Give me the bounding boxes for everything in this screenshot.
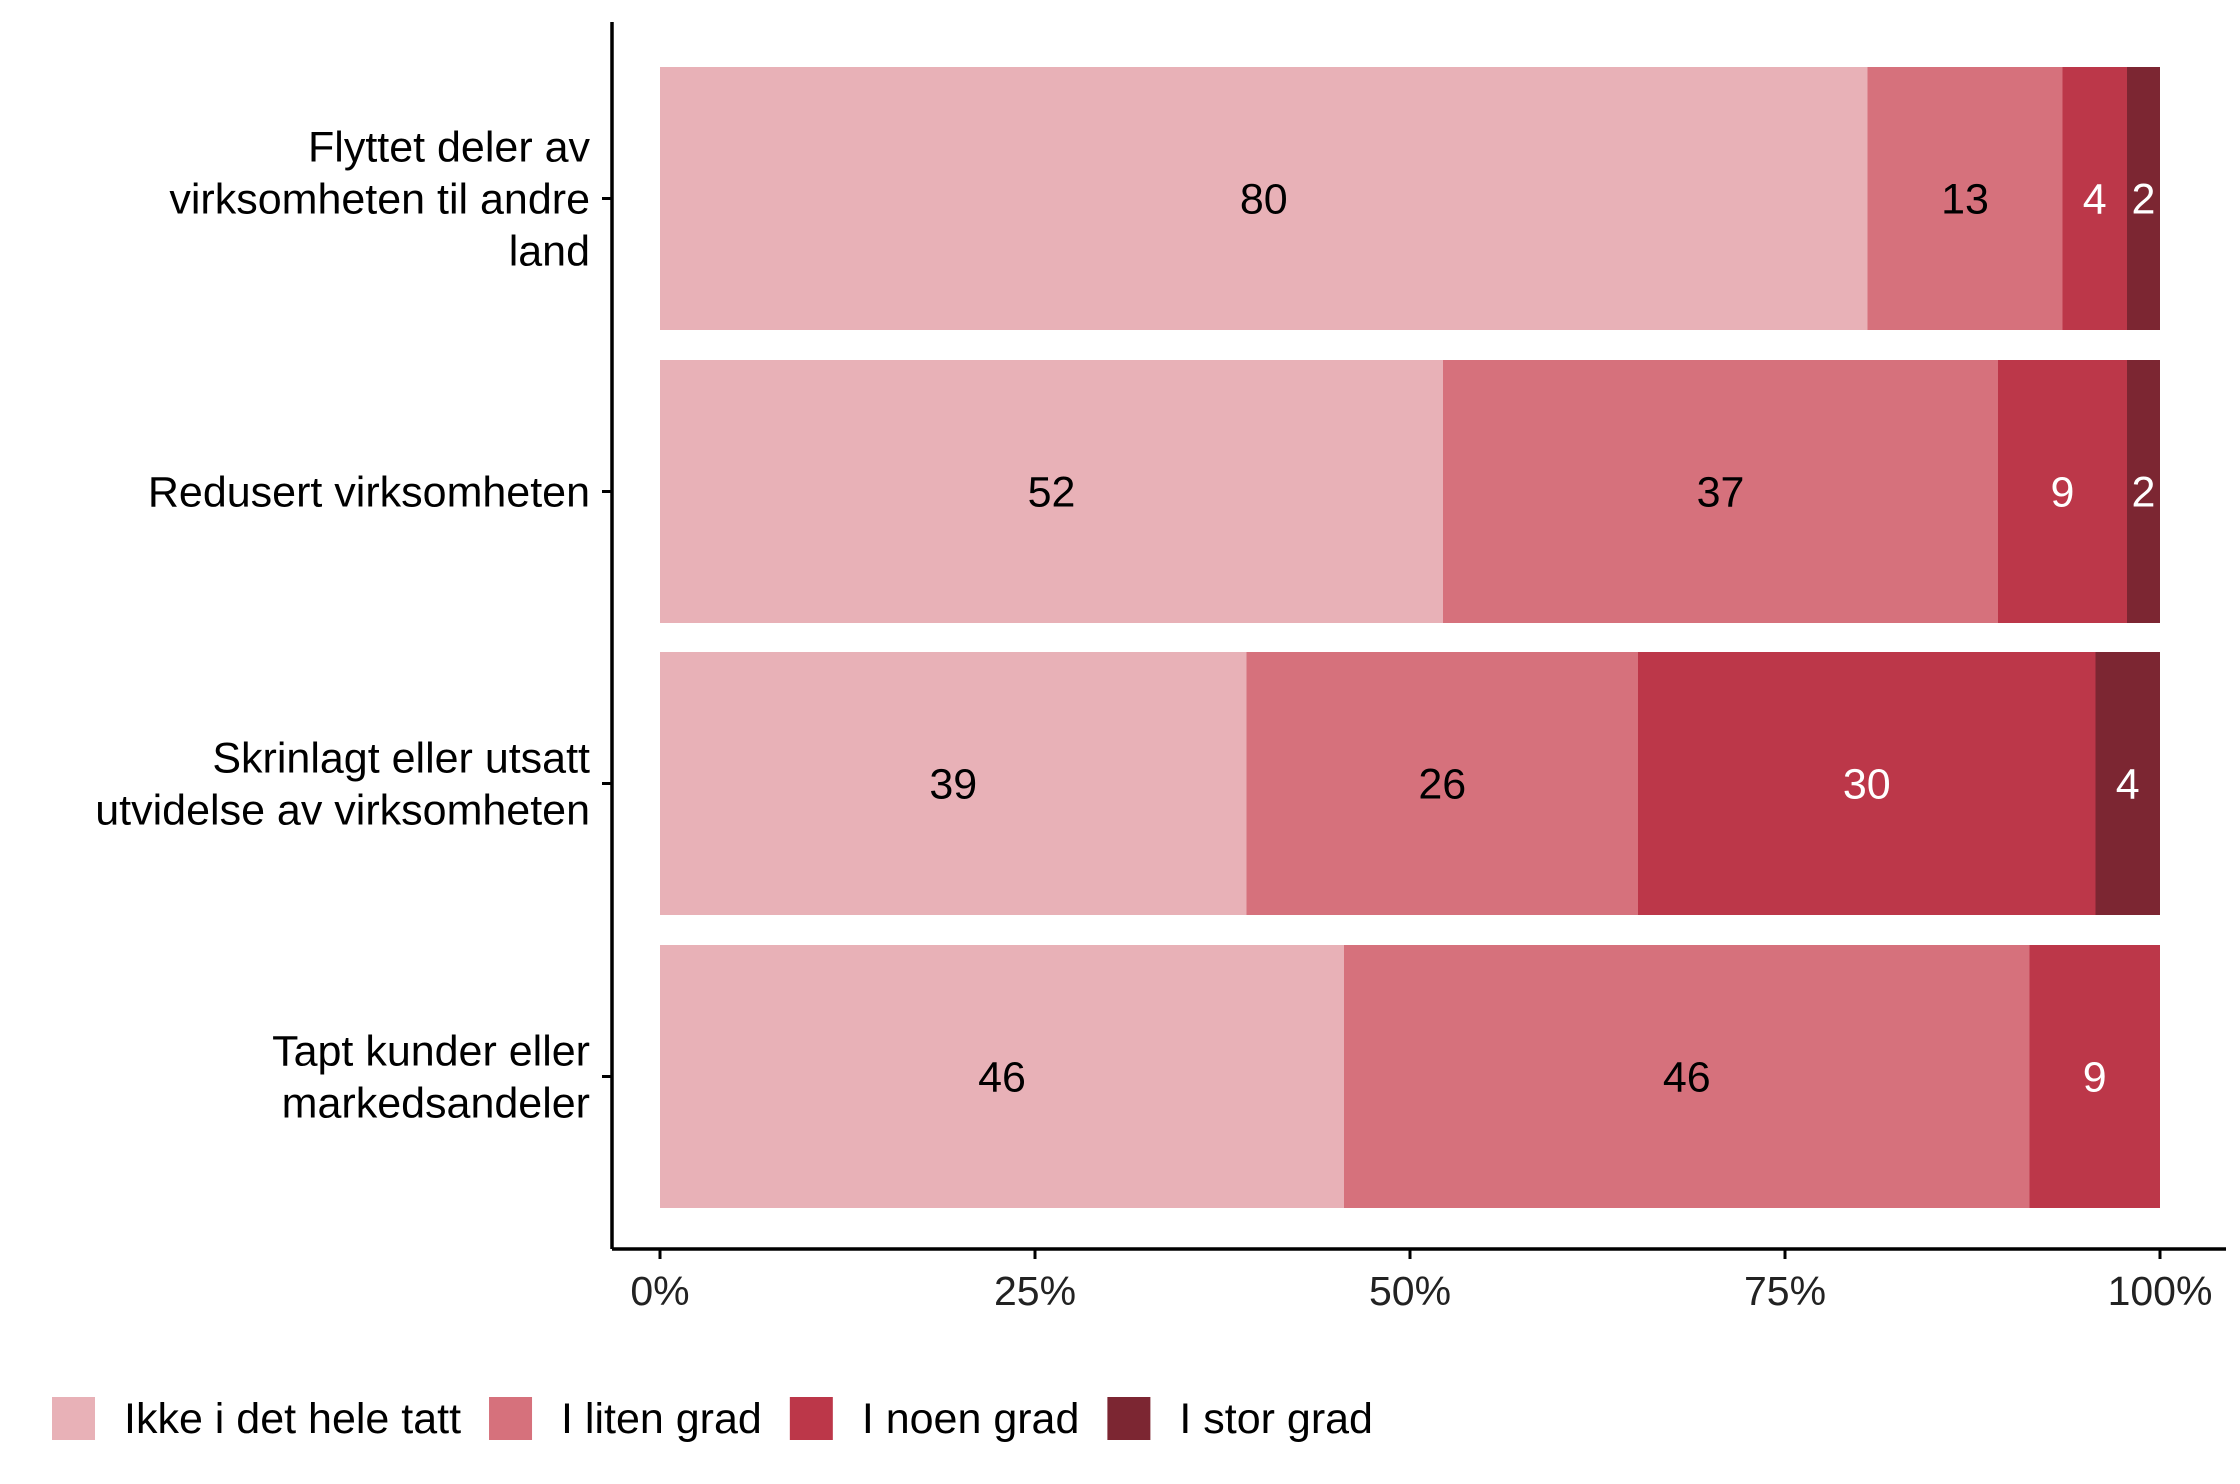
data-label: 2	[2132, 176, 2156, 224]
data-label: 52	[1028, 469, 1076, 517]
x-tick-label: 25%	[994, 1268, 1076, 1314]
x-tick-label: 100%	[2108, 1268, 2213, 1314]
data-label: 26	[1418, 761, 1466, 809]
legend-label: I noen grad	[862, 1395, 1080, 1443]
data-label: 80	[1240, 176, 1288, 224]
data-label: 4	[2083, 176, 2107, 224]
legend-swatch	[52, 1397, 95, 1440]
data-label: 9	[2051, 469, 2075, 517]
bar-segment	[660, 652, 1247, 915]
bar-segment	[1867, 67, 2063, 330]
bar-segment	[660, 945, 1344, 1208]
y-tick-label: land	[509, 228, 590, 276]
y-tick-label: Skrinlagt eller utsatt	[212, 735, 590, 783]
data-label: 39	[929, 761, 977, 809]
bar-segment	[2095, 652, 2160, 915]
y-tick-label: virksomheten til andre	[169, 176, 590, 224]
y-tick-label: Tapt kunder eller	[272, 1028, 590, 1076]
bar-segment	[660, 67, 1868, 330]
bar-segment	[2062, 67, 2127, 330]
legend-swatch	[1107, 1397, 1151, 1440]
data-label: 46	[978, 1054, 1026, 1102]
bar-segment	[1443, 360, 1998, 623]
data-label: 37	[1697, 469, 1745, 517]
x-tick-label: 0%	[630, 1268, 689, 1314]
bar-segment	[1246, 652, 1638, 915]
bar-segment	[1344, 945, 2030, 1208]
data-label: 30	[1843, 761, 1891, 809]
x-tick-label: 50%	[1369, 1268, 1451, 1314]
bar-segment	[2029, 945, 2160, 1208]
data-label: 9	[2083, 1054, 2107, 1102]
data-label: 4	[2116, 761, 2140, 809]
legend-label: I stor grad	[1179, 1395, 1373, 1443]
legend-label: Ikke i det hele tatt	[124, 1395, 461, 1443]
y-tick-label: markedsandeler	[282, 1080, 590, 1128]
bar-segment	[1998, 360, 2127, 623]
bar-segment	[660, 360, 1443, 623]
bar-segment	[2127, 67, 2160, 330]
legend-swatch	[489, 1397, 533, 1440]
legend-label: I liten grad	[561, 1395, 762, 1443]
data-label: 13	[1941, 176, 1989, 224]
bar-segment	[2127, 360, 2160, 623]
legend-swatch	[789, 1397, 833, 1440]
bar-segment	[1638, 652, 2096, 915]
x-tick-label: 75%	[1744, 1268, 1826, 1314]
y-tick-label: utvidelse av virksomheten	[95, 787, 590, 835]
data-label: 46	[1663, 1054, 1711, 1102]
y-tick-label: Redusert virksomheten	[148, 469, 590, 517]
y-tick-label: Flyttet deler av	[308, 124, 590, 172]
data-label: 2	[2132, 469, 2156, 517]
